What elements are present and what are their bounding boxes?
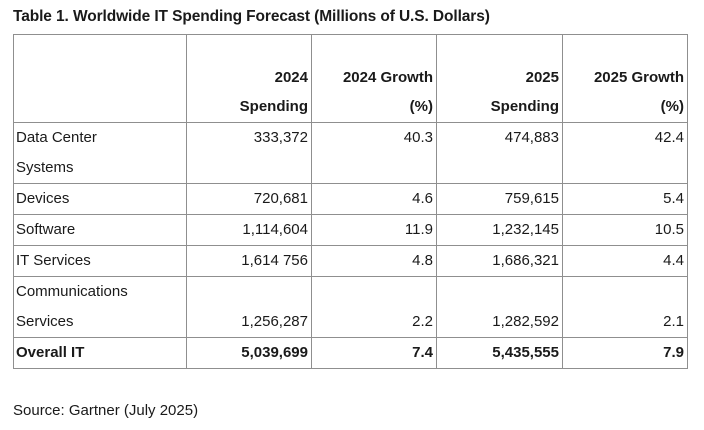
table-cell: 5,039,699: [186, 337, 312, 369]
table-cell: 2.1: [562, 276, 688, 338]
column-header-line2: (%): [409, 98, 433, 115]
table-row: Data Center Systems 333,372 40.3 474,883…: [13, 122, 688, 184]
table-cell: 1,114,604: [186, 214, 312, 246]
column-header-line1: 2025 Growth: [593, 69, 684, 86]
table-cell: 1,232,145: [436, 214, 563, 246]
column-header: 2024 Spending: [186, 34, 312, 123]
table-row: Devices 720,681 4.6 759,615 5.4: [13, 183, 688, 215]
table-row: IT Services 1,614 756 4.8 1,686,321 4.4: [13, 245, 688, 277]
table-cell: 11.9: [311, 214, 437, 246]
column-header-line2: (%): [660, 98, 684, 115]
table-cell: 40.3: [311, 122, 437, 184]
column-header-line1: 2024 Growth: [342, 69, 433, 86]
column-header-line2: Spending: [490, 98, 559, 115]
table-cell: 759,615: [436, 183, 563, 215]
header-row: 2024 Spending 2024 Growth (%) 2025 Spend…: [13, 34, 688, 123]
table-cell: 2.2: [311, 276, 437, 338]
row-label: IT Services: [13, 245, 187, 277]
table-cell: 333,372: [186, 122, 312, 184]
table-cell: 474,883: [436, 122, 563, 184]
row-label: Devices: [13, 183, 187, 215]
table-cell: 720,681: [186, 183, 312, 215]
table-cell: 1,282,592: [436, 276, 563, 338]
row-label-line: Services: [16, 313, 74, 330]
source-note: Source: Gartner (July 2025): [13, 402, 199, 419]
table-row: Software 1,114,604 11.9 1,232,145 10.5: [13, 214, 688, 246]
table-cell: 1,256,287: [186, 276, 312, 338]
row-label-line: Data Center: [16, 129, 97, 146]
row-label-line: Communications: [16, 283, 128, 300]
table-cell: 10.5: [562, 214, 688, 246]
it-spending-table: 2024 Spending 2024 Growth (%) 2025 Spend…: [13, 34, 688, 369]
table-cell: 42.4: [562, 122, 688, 184]
table-title: Table 1. Worldwide IT Spending Forecast …: [13, 8, 490, 25]
row-label: Communications Services: [13, 276, 187, 338]
table-cell: 1,614 756: [186, 245, 312, 277]
column-header: 2024 Growth (%): [311, 34, 437, 123]
column-header-blank: [13, 34, 187, 123]
table-cell: 4.8: [311, 245, 437, 277]
column-header-line1: 2025: [525, 69, 559, 86]
table-row: Communications Services 1,256,287 2.2 1,…: [13, 276, 688, 338]
row-label: Software: [13, 214, 187, 246]
column-header-line2: Spending: [239, 98, 308, 115]
column-header-line1: 2024: [274, 69, 308, 86]
row-label-line: Systems: [16, 159, 74, 176]
table-cell: 7.9: [562, 337, 688, 369]
table-cell: 4.4: [562, 245, 688, 277]
column-header: 2025 Growth (%): [562, 34, 688, 123]
table-cell: 5.4: [562, 183, 688, 215]
row-label: Data Center Systems: [13, 122, 187, 184]
table-cell: 5,435,555: [436, 337, 563, 369]
total-row: Overall IT 5,039,699 7.4 5,435,555 7.9: [13, 337, 688, 369]
table-cell: 1,686,321: [436, 245, 563, 277]
table-cell: 7.4: [311, 337, 437, 369]
table-cell: 4.6: [311, 183, 437, 215]
row-label: Overall IT: [13, 337, 187, 369]
column-header: 2025 Spending: [436, 34, 563, 123]
